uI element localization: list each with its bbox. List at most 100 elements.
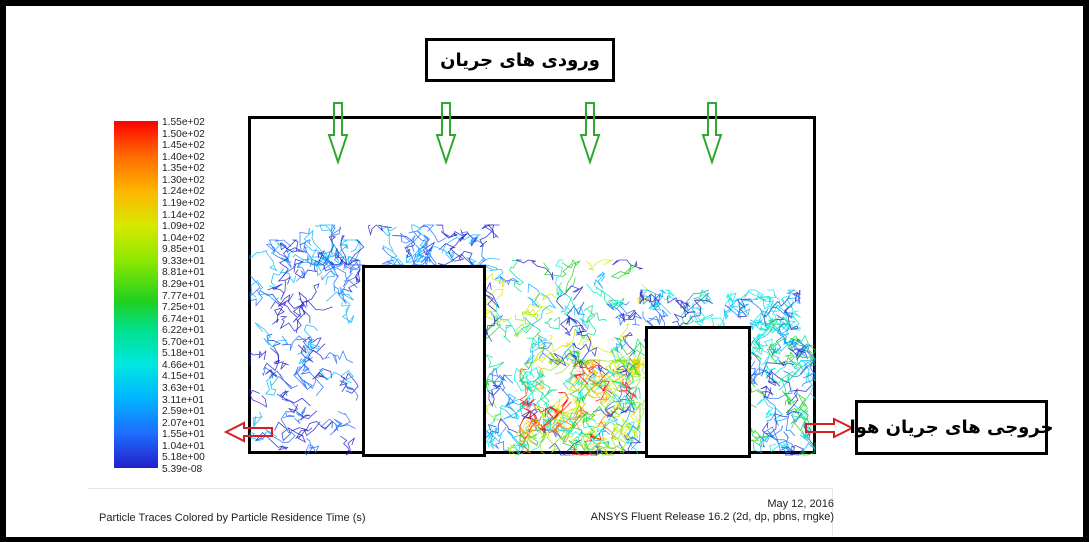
particle-trace xyxy=(249,431,278,442)
particle-trace xyxy=(631,369,641,389)
particle-trace xyxy=(568,439,601,456)
particle-trace xyxy=(534,401,572,420)
outlets-label: خروجی های جریان هوا xyxy=(849,400,1054,455)
particle-trace xyxy=(580,432,599,452)
particle-trace xyxy=(579,359,598,383)
particle-trace xyxy=(807,344,816,367)
particle-trace xyxy=(618,381,637,401)
particle-trace xyxy=(610,263,638,279)
particle-trace xyxy=(633,354,645,368)
particle-trace xyxy=(648,297,669,326)
colorbar-tick-label: 1.40e+02 xyxy=(162,151,205,163)
particle-trace xyxy=(249,349,267,367)
particle-trace xyxy=(614,337,629,353)
particle-trace xyxy=(437,243,465,266)
particle-trace xyxy=(523,332,546,369)
particle-trace xyxy=(568,405,605,428)
particle-trace xyxy=(519,371,535,392)
particle-trace xyxy=(332,265,358,288)
particle-trace xyxy=(772,406,788,426)
particle-trace xyxy=(259,290,298,318)
particle-trace xyxy=(313,253,339,266)
particle-trace xyxy=(265,374,278,396)
particle-trace xyxy=(590,379,608,405)
right-obstacle xyxy=(645,326,751,458)
particle-trace xyxy=(800,423,812,442)
particle-trace xyxy=(595,446,612,456)
particle-trace xyxy=(765,432,793,453)
particle-trace xyxy=(792,289,801,302)
particle-trace xyxy=(519,370,546,386)
particle-trace xyxy=(514,317,532,339)
particle-trace xyxy=(279,313,302,332)
colorbar-tick-label: 1.04e+02 xyxy=(162,232,205,244)
plot-date: May 12, 2016 xyxy=(767,498,834,510)
particle-trace xyxy=(527,283,541,308)
particle-trace xyxy=(449,230,468,252)
particle-trace xyxy=(312,368,332,380)
particle-trace xyxy=(521,324,541,350)
particle-trace xyxy=(507,444,520,456)
particle-trace xyxy=(506,424,525,456)
particle-trace xyxy=(642,311,666,328)
particle-trace xyxy=(672,299,709,328)
particle-trace xyxy=(487,384,501,408)
particle-trace xyxy=(615,371,638,400)
particle-trace xyxy=(768,343,781,355)
particle-trace xyxy=(527,366,544,385)
particle-trace xyxy=(579,407,596,424)
particle-trace xyxy=(547,359,571,375)
particle-trace xyxy=(281,335,307,351)
colorbar-tick-label: 2.07e+01 xyxy=(162,417,205,429)
particle-trace xyxy=(254,322,287,348)
particle-trace xyxy=(492,374,507,392)
particle-trace xyxy=(264,412,296,444)
particle-trace xyxy=(640,289,664,305)
particle-trace xyxy=(610,391,636,417)
particle-trace xyxy=(304,438,320,456)
colorbar-tick-label: 5.39e-08 xyxy=(162,464,203,475)
particle-trace xyxy=(572,360,589,385)
particle-trace xyxy=(485,315,503,342)
particle-trace xyxy=(589,367,606,383)
particle-trace xyxy=(756,292,782,308)
particle-trace xyxy=(782,390,797,406)
particle-trace xyxy=(555,397,577,429)
particle-trace xyxy=(540,348,564,372)
particle-trace xyxy=(536,374,558,409)
inlet-arrow-icon xyxy=(701,102,723,166)
inlet-arrow-icon xyxy=(327,102,349,166)
particle-trace xyxy=(544,316,561,330)
particle-trace xyxy=(292,253,323,277)
particle-trace xyxy=(785,410,803,437)
colorbar-tick-label: 1.19e+02 xyxy=(162,197,205,209)
particle-trace xyxy=(485,288,504,315)
particle-trace xyxy=(298,291,333,311)
particle-trace xyxy=(749,427,769,448)
particle-trace xyxy=(556,281,576,307)
particle-trace xyxy=(311,248,344,266)
particle-trace xyxy=(460,231,488,266)
particle-trace xyxy=(612,402,622,417)
particle-trace xyxy=(579,304,596,327)
particle-trace xyxy=(563,328,591,349)
particle-trace xyxy=(485,264,504,285)
particle-trace xyxy=(758,353,777,379)
colorbar-tick-label: 1.24e+02 xyxy=(162,186,205,198)
particle-trace xyxy=(270,347,290,370)
particle-trace xyxy=(294,364,316,390)
particle-trace xyxy=(566,301,585,325)
particle-trace xyxy=(753,432,772,453)
particle-trace xyxy=(343,259,361,282)
particle-trace xyxy=(571,447,597,456)
particle-trace xyxy=(485,281,500,312)
colorbar-tick-label: 4.15e+01 xyxy=(162,371,205,383)
particle-trace xyxy=(307,338,315,350)
colorbar-tick-label: 9.33e+01 xyxy=(162,255,205,267)
particle-trace xyxy=(485,309,512,324)
particle-trace xyxy=(781,354,805,397)
particle-trace xyxy=(589,368,616,393)
particle-trace xyxy=(574,306,589,330)
particle-trace xyxy=(495,302,532,337)
